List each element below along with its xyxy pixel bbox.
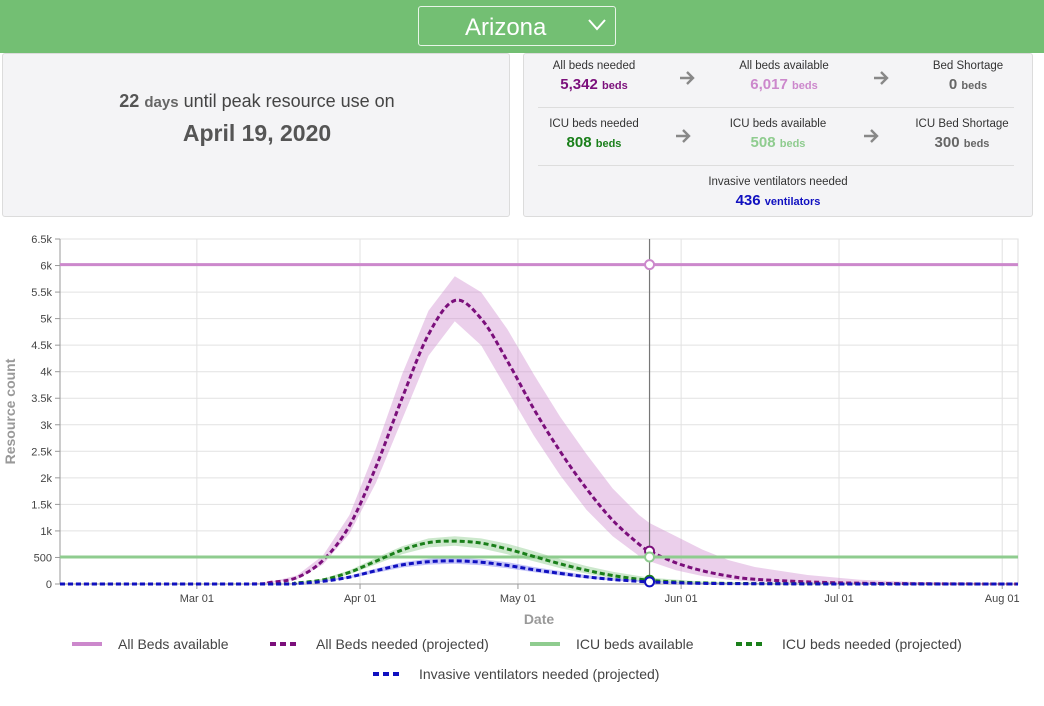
y-tick-label: 1.5k <box>31 499 52 511</box>
resource-chart: 0 500 1k 1.5k 2k 2.5k 3k 3.5k 4k 4.5k 5k 5.5k 6k 6.5k… <box>0 222 1044 701</box>
stat-number: 436 <box>735 192 761 209</box>
arrow-right-icon <box>871 68 891 93</box>
stat-unit: beds <box>961 80 988 92</box>
stat-value: 6,017 beds <box>704 76 864 93</box>
legend-label: ICU beds needed (projected) <box>782 636 962 652</box>
stat-value: 808 beds <box>514 134 674 151</box>
peak-text: until peak resource use on <box>183 91 395 111</box>
stat-number: 808 <box>566 134 592 151</box>
arrow-right-icon <box>861 126 881 151</box>
x-tick-label: Apr 01 <box>344 593 376 605</box>
stat-value: 436 ventilators <box>668 192 888 209</box>
y-tick-label: 2k <box>40 473 52 485</box>
stat-number: 300 <box>934 134 960 151</box>
resource-stats-card: All beds needed 5,342 beds All beds avai… <box>523 53 1033 217</box>
stat-label: All beds needed <box>552 60 636 72</box>
all-beds-available-hover-marker <box>644 259 656 271</box>
stat-number: 508 <box>750 134 776 151</box>
y-tick-label: 1k <box>40 526 52 538</box>
invasive-ventilators-needed-projected-line <box>59 559 1018 586</box>
arrow-right-icon <box>677 68 697 93</box>
icu-beds-needed-projected-band <box>60 536 1018 584</box>
state-select-value: Arizona <box>465 14 547 41</box>
legend-label: Invasive ventilators needed (projected) <box>419 666 659 682</box>
all-beds-needed-projected-line <box>59 298 1019 586</box>
resource-chart-svg[interactable]: 0 500 1k 1.5k 2k 2.5k 3k 3.5k 4k 4.5k 5k 5.5k 6k 6.5k… <box>0 222 1044 701</box>
x-tick-label: Jun 01 <box>665 593 698 605</box>
stat-label: ICU beds available <box>729 118 827 130</box>
stat-unit: beds <box>792 80 818 92</box>
stat-value: 508 beds <box>698 134 858 151</box>
stat-unit: beds <box>595 138 622 150</box>
stat-unit: beds <box>963 138 990 150</box>
legend-label: ICU beds available <box>576 636 694 652</box>
stat-label: ICU Bed Shortage <box>915 118 1009 130</box>
invasive-ventilators-needed-projected-hover-marker <box>644 576 656 588</box>
stat-number: 6,017 <box>750 76 788 93</box>
divider <box>538 165 1014 166</box>
y-tick-label: 500 <box>34 552 52 564</box>
stat-number: 0 <box>948 76 958 93</box>
y-tick-label: 5.5k <box>31 287 52 299</box>
peak-days-unit: days <box>144 94 179 111</box>
stat-unit: beds <box>779 138 806 150</box>
stat-value: 5,342 beds <box>514 76 674 93</box>
x-tick-label: Mar 01 <box>180 593 214 605</box>
y-tick-label: 3.5k <box>31 393 52 405</box>
legend-label: All Beds needed (projected) <box>316 636 489 652</box>
stat-all-beds-needed: All beds needed 5,342 beds <box>514 60 674 93</box>
x-tick-label: Jul 01 <box>824 593 853 605</box>
y-axis-title: Resource count <box>2 358 18 464</box>
stat-label: Bed Shortage <box>932 60 1004 72</box>
icu-beds-available-hover-marker <box>644 551 656 563</box>
stat-icu-bed-shortage: ICU Bed Shortage 300 beds <box>882 118 1042 151</box>
chevron-down-icon <box>587 18 607 37</box>
peak-summary: 22 days until peak resource use on <box>3 91 511 112</box>
x-tick-label: May 01 <box>500 593 536 605</box>
y-tick-label: 0 <box>46 579 52 591</box>
x-axis-title: Date <box>524 611 555 627</box>
stat-label: All beds available <box>739 60 829 72</box>
arrow-right-icon <box>673 126 693 151</box>
top-bar: Arizona <box>0 0 1044 53</box>
y-tick-label: 2.5k <box>31 446 52 458</box>
stat-unit: ventilators <box>764 196 821 208</box>
peak-date: April 19, 2020 <box>182 120 332 146</box>
state-select[interactable]: Arizona <box>418 6 616 46</box>
divider <box>538 107 1014 108</box>
all-beds-needed-projected-band <box>60 276 1018 584</box>
stat-unit: beds <box>602 80 628 92</box>
y-tick-label: 4.5k <box>31 340 52 352</box>
y-tick-label: 5k <box>40 314 52 326</box>
y-tick-label: 4k <box>40 367 52 379</box>
stat-ventilators-needed: Invasive ventilators needed 436 ventilat… <box>668 176 888 209</box>
y-tick-label: 6.5k <box>31 234 52 246</box>
peak-days-value: 22 <box>119 91 140 111</box>
peak-card: 22 days until peak resource use on April… <box>2 53 510 217</box>
stat-all-beds-available: All beds available 6,017 beds <box>704 60 864 93</box>
stat-value: 0 beds <box>888 76 1044 93</box>
stat-label: Invasive ventilators needed <box>708 176 848 188</box>
stat-icu-beds-needed: ICU beds needed 808 beds <box>514 118 674 151</box>
x-tick-label: Aug 01 <box>985 593 1020 605</box>
stat-icu-beds-available: ICU beds available 508 beds <box>698 118 858 151</box>
y-tick-label: 3k <box>40 420 52 432</box>
stat-bed-shortage: Bed Shortage 0 beds <box>888 60 1044 93</box>
legend-label: All Beds available <box>118 636 229 652</box>
stat-number: 5,342 <box>560 76 598 93</box>
stat-value: 300 beds <box>882 134 1042 151</box>
stat-label: ICU beds needed <box>549 118 639 130</box>
y-tick-label: 6k <box>40 261 52 273</box>
